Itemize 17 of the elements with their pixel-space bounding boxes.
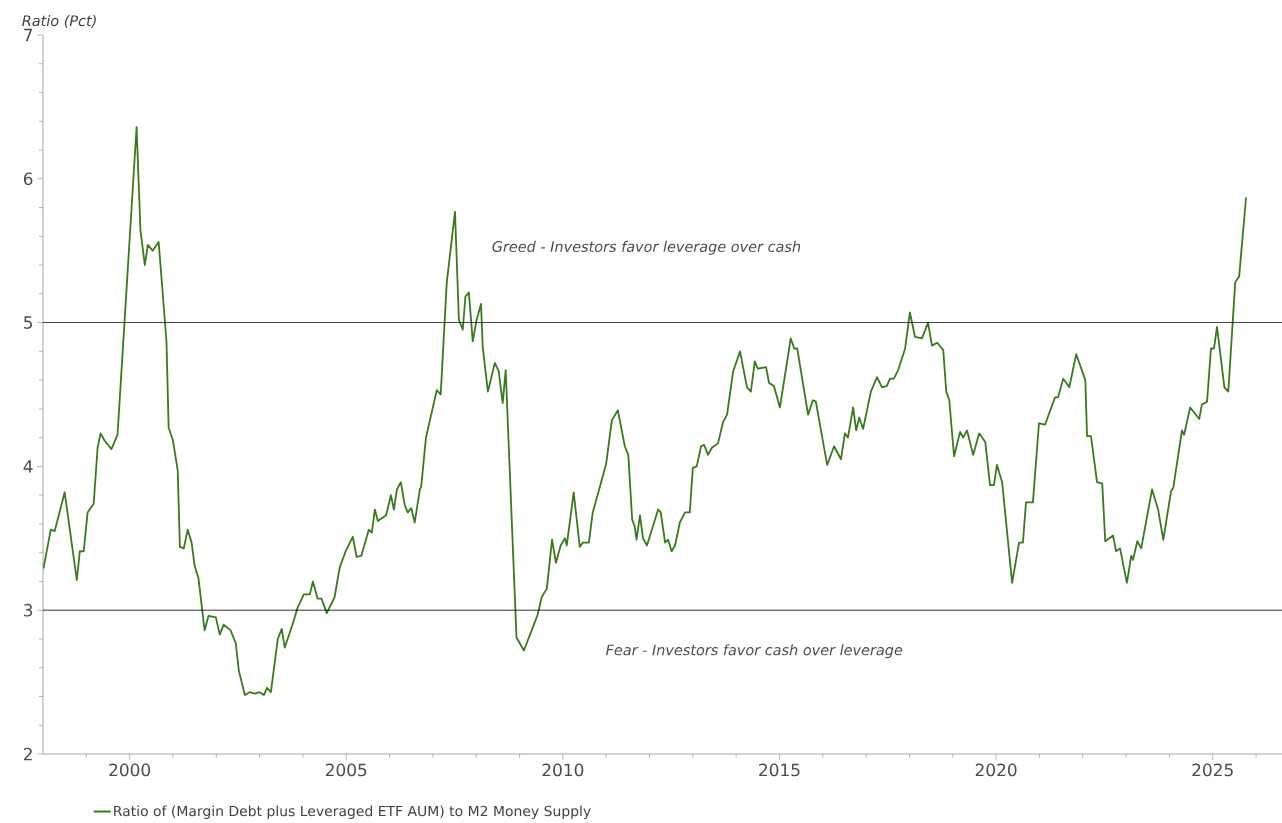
y-tick-label: 2 (23, 747, 32, 761)
y-tick-label: 4 (23, 460, 33, 473)
y-tick-label: 7 (24, 28, 33, 42)
x-tick-label: 2005 (325, 763, 367, 777)
y-tick-label: 3 (24, 603, 33, 617)
x-tick-label: 2020 (975, 763, 1017, 777)
y-axis-title: Ratio (Pct) (22, 14, 96, 28)
annotation: Greed - Investors favor leverage over cash (492, 240, 801, 255)
x-tick-label: 2000 (109, 763, 151, 777)
annotation: Fear - Investors favor cash over leverage (605, 644, 903, 659)
y-tick-label: 6 (23, 172, 33, 186)
legend-label: Ratio of (Margin Debt plus Leveraged ETF AUM) to M2 Money Supply (114, 805, 591, 819)
y-tick-label: 5 (24, 316, 33, 329)
line-series (43, 126, 1247, 696)
x-tick-label: 2025 (1192, 763, 1233, 777)
x-tick-label: 2010 (542, 763, 584, 777)
x-tick-label: 2015 (759, 763, 800, 777)
